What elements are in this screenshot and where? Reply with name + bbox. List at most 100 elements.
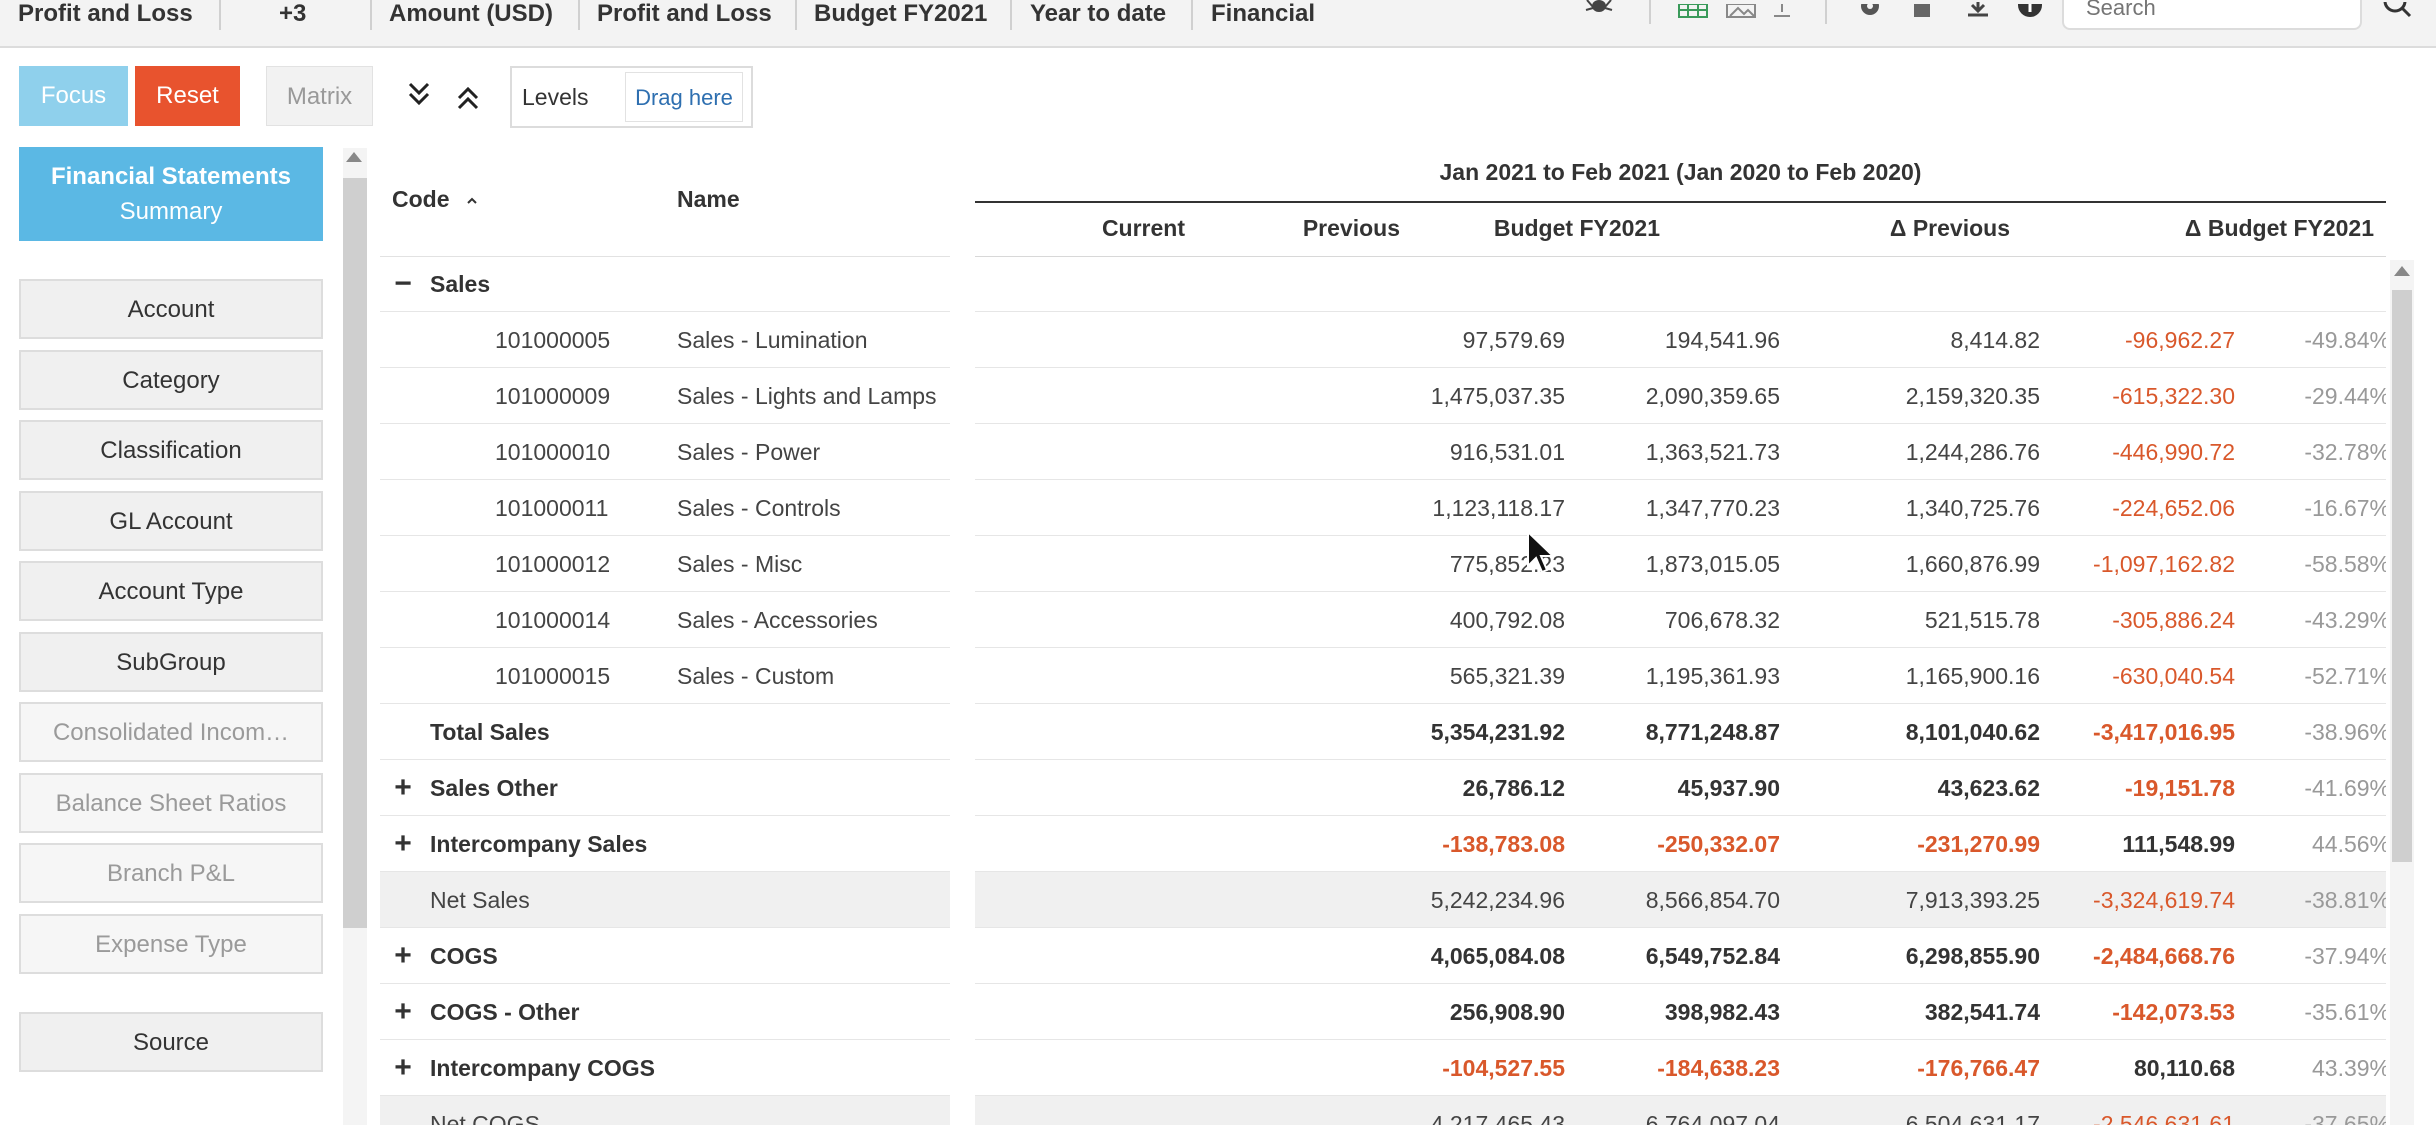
sidebar-item-consolidated-incom[interactable]: Consolidated Incom… bbox=[19, 702, 323, 762]
table-row[interactable]: 101000015 Sales - Custom 565,321.39 1,195,3… bbox=[380, 648, 2386, 704]
delta-previous-value: -615,322.30 bbox=[2112, 383, 2235, 409]
grid-icon[interactable] bbox=[1678, 0, 1708, 22]
row-divider bbox=[975, 591, 2386, 592]
previous-value: 45,937.90 bbox=[1677, 775, 1780, 801]
matrix-button[interactable]: Matrix bbox=[266, 66, 373, 126]
collapse-all-icon[interactable] bbox=[453, 76, 483, 116]
current-value: 1,475,037.35 bbox=[1430, 383, 1565, 409]
breadcrumb-separator bbox=[795, 0, 797, 30]
delta-previous-value: -142,073.53 bbox=[2112, 999, 2235, 1025]
current-value: 1,123,118.17 bbox=[1432, 495, 1565, 521]
breadcrumb-report[interactable]: Profit and Loss bbox=[18, 0, 193, 27]
sidebar-item-branch-p-l[interactable]: Branch P&L bbox=[19, 843, 323, 903]
search-icon[interactable] bbox=[2380, 0, 2416, 22]
delta-budget-value: -2,746,808.70 bbox=[2080, 704, 2386, 760]
sidebar-scroll-thumb[interactable] bbox=[343, 178, 367, 928]
table-row[interactable]: + Intercompany Sales -138,783.08 -250,332.0… bbox=[380, 816, 2386, 872]
account-code: 101000011 bbox=[495, 495, 609, 521]
sidebar-item-classification[interactable]: Classification bbox=[19, 420, 323, 480]
budget-value: 1,165,900.16 bbox=[1905, 663, 2040, 689]
delta-previous-percent: -29.44% bbox=[2304, 383, 2386, 409]
table-row[interactable]: 101000009 Sales - Lights and Lamps 1,475,0… bbox=[380, 368, 2386, 424]
expand-all-icon[interactable] bbox=[404, 76, 434, 116]
table-row[interactable]: + COGS 4,065,084.08 6,549,752.84 6,298,855.9… bbox=[380, 928, 2386, 984]
spider-icon[interactable] bbox=[1584, 0, 1614, 22]
expand-row-icon[interactable]: + bbox=[394, 827, 412, 860]
levels-label: Levels bbox=[522, 84, 589, 110]
toolbar-separator bbox=[1649, 0, 1651, 24]
code-column-header[interactable]: Code bbox=[392, 186, 480, 213]
financial-statements-summary-button[interactable]: Financial Statements Summary bbox=[19, 147, 323, 241]
delta-previous-value: -2,546,631.61 bbox=[2093, 1111, 2235, 1125]
breadcrumb-separator bbox=[1191, 0, 1193, 30]
table-row[interactable]: 101000014 Sales - Accessories 400,792.08 70… bbox=[380, 592, 2386, 648]
lock-icon[interactable] bbox=[1907, 0, 1937, 22]
account-code: 101000010 bbox=[495, 439, 611, 465]
table-row[interactable]: 101000011 Sales - Controls 1,123,118.17 1,3… bbox=[380, 480, 2386, 536]
table-row[interactable]: Total Sales 5,354,231.92 8,771,248.87 8,101… bbox=[380, 704, 2386, 760]
table-row[interactable]: 101000005 Sales - Lumination 97,579.69 194,… bbox=[380, 312, 2386, 368]
table-row[interactable]: Net COGS 4,217,465.43 6,764,097.04 6,504,63… bbox=[380, 1096, 2386, 1125]
breadcrumb-statement[interactable]: Profit and Loss bbox=[597, 0, 772, 27]
header-divider bbox=[975, 256, 2386, 257]
mouse-cursor-icon bbox=[1527, 530, 1556, 574]
table-row[interactable]: + COGS - Other 256,908.90 398,982.43 382,541… bbox=[380, 984, 2386, 1040]
scroll-up-icon[interactable] bbox=[2394, 266, 2410, 276]
sidebar-item-gl-account[interactable]: GL Account bbox=[19, 491, 323, 551]
expand-row-icon[interactable]: + bbox=[394, 1051, 412, 1084]
pnl-grid: − Sales 101000005 Sales - Lumination 97,579.… bbox=[380, 256, 2386, 1125]
delta-previous-percent: -38.81% bbox=[2304, 887, 2386, 913]
expand-row-icon[interactable]: + bbox=[394, 995, 412, 1028]
sidebar-item-balance-sheet-ratios[interactable]: Balance Sheet Ratios bbox=[19, 773, 323, 833]
row-divider bbox=[975, 927, 2386, 928]
table-row[interactable]: 101000010 Sales - Power 916,531.01 1,363,52… bbox=[380, 424, 2386, 480]
account-name: Sales - Controls bbox=[677, 495, 841, 521]
previous-value: 1,873,015.05 bbox=[1645, 551, 1780, 577]
current-value: 5,242,234.96 bbox=[1430, 887, 1565, 913]
budget-column-header[interactable]: Budget FY2021 bbox=[1493, 215, 1660, 241]
levels-dropzone: Levels Drag here bbox=[510, 66, 753, 128]
expand-row-icon[interactable]: + bbox=[394, 771, 412, 804]
grid-scrollbar[interactable] bbox=[2390, 260, 2414, 1125]
download-icon[interactable] bbox=[1963, 0, 1993, 22]
sidebar-scrollbar[interactable] bbox=[343, 148, 367, 1125]
sidebar-item-account-type[interactable]: Account Type bbox=[19, 561, 323, 621]
search-input[interactable] bbox=[2062, 0, 2362, 30]
period-divider bbox=[975, 201, 2386, 203]
scroll-up-icon[interactable] bbox=[346, 152, 362, 162]
table-row[interactable]: + Sales Other 26,786.12 45,937.90 43,623.62 -… bbox=[380, 760, 2386, 816]
focus-button[interactable]: Focus bbox=[19, 66, 128, 126]
breadcrumb-budget[interactable]: Budget FY2021 bbox=[814, 0, 988, 27]
delta-budget-value: -600,578.77 bbox=[2080, 648, 2386, 704]
expand-row-icon[interactable]: + bbox=[394, 939, 412, 972]
grid-scroll-thumb[interactable] bbox=[2392, 290, 2412, 862]
download-small-icon[interactable] bbox=[1770, 0, 1794, 22]
table-row[interactable]: − Sales bbox=[380, 256, 2386, 312]
sort-ascending-icon bbox=[467, 197, 477, 204]
name-column-header[interactable]: Name bbox=[677, 186, 740, 212]
table-row[interactable]: 101000012 Sales - Misc 775,852.23 1,873,015… bbox=[380, 536, 2386, 592]
breadcrumb-type[interactable]: Financial bbox=[1211, 0, 1316, 27]
image-icon[interactable] bbox=[1726, 0, 1756, 22]
collapse-row-icon[interactable]: − bbox=[394, 267, 412, 300]
sidebar-item-subgroup[interactable]: SubGroup bbox=[19, 632, 323, 692]
reset-button[interactable]: Reset bbox=[135, 66, 240, 126]
current-column-header[interactable]: Current bbox=[1101, 215, 1185, 241]
delta-previous-column-header[interactable]: Δ Previous bbox=[1889, 215, 2010, 241]
sidebar-item-expense-type[interactable]: Expense Type bbox=[19, 914, 323, 974]
breadcrumb-period[interactable]: Year to date bbox=[1030, 0, 1167, 27]
drag-here-target[interactable]: Drag here bbox=[625, 72, 743, 122]
row-shade bbox=[975, 872, 2386, 928]
info-icon[interactable] bbox=[2015, 0, 2045, 22]
breadcrumb-more[interactable]: +3 bbox=[279, 0, 307, 27]
sidebar-item-source[interactable]: Source bbox=[19, 1012, 323, 1072]
summary-subtitle: Summary bbox=[119, 198, 223, 225]
table-row[interactable]: Net Sales 5,242,234.96 8,566,854.70 7,913,3… bbox=[380, 872, 2386, 928]
delta-budget-column-header[interactable]: Δ Budget FY2021 bbox=[2184, 215, 2374, 241]
previous-column-header[interactable]: Previous bbox=[1302, 215, 1400, 241]
sidebar-item-account[interactable]: Account bbox=[19, 279, 323, 339]
table-row[interactable]: + Intercompany COGS -104,527.55 -184,638.23… bbox=[380, 1040, 2386, 1096]
sidebar-item-category[interactable]: Category bbox=[19, 350, 323, 410]
breadcrumb-amount[interactable]: Amount (USD) bbox=[389, 0, 553, 27]
gear-icon[interactable] bbox=[1855, 0, 1885, 22]
